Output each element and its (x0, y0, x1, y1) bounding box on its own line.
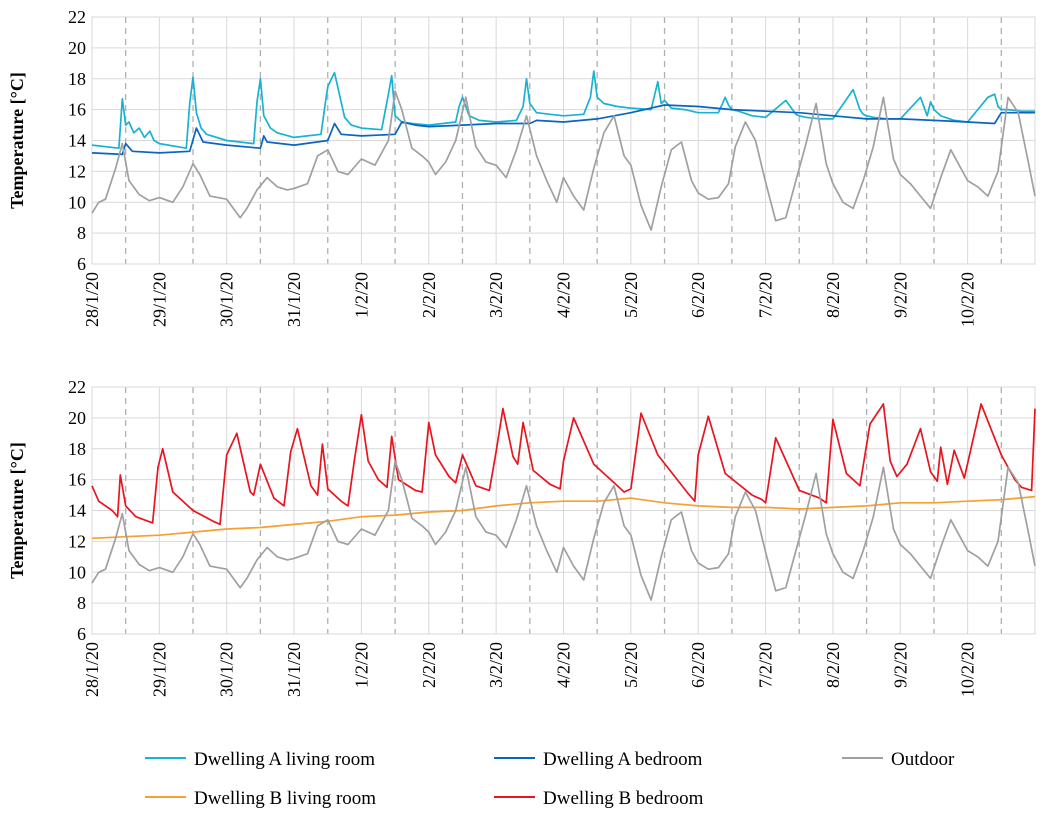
top-xtick-label: 31/1/20 (284, 272, 304, 327)
top-ytick-label: 22 (68, 7, 86, 27)
chart-bottom-panel: 6 8 10 12 14 16 18 20 22 28/1/20 29/1/20 30/1/20 31/… (7, 377, 1036, 697)
bottom-series-dwelling-b-living-room (91, 495, 1036, 540)
legend-label-outdoor: Outdoor (891, 749, 955, 770)
top-xtick-label: 8/2/20 (823, 272, 843, 318)
top-ytick-label: 12 (68, 161, 86, 181)
bottom-ytick-label: 8 (77, 593, 86, 613)
bottom-ytick-label: 6 (77, 624, 86, 644)
chart-top-panel: 6 8 10 12 14 16 18 20 22 28/1/20 29/1/20 30/1/20 31/… (7, 7, 1036, 327)
top-xtick-label: 5/2/20 (621, 272, 641, 318)
top-plot-frame (91, 16, 1036, 265)
top-xtick-label: 2/2/20 (419, 272, 439, 318)
top-xtick-label: 1/2/20 (351, 272, 371, 318)
bottom-plot-frame (91, 386, 1036, 635)
top-ytick-label: 16 (68, 100, 86, 120)
bottom-ytick-label: 12 (68, 531, 86, 551)
top-ytick-label: 18 (68, 69, 86, 89)
top-xtick-label: 29/1/20 (149, 272, 169, 327)
top-ytick-label: 6 (77, 254, 86, 274)
top-xtick-label: 7/2/20 (756, 272, 776, 318)
bottom-xtick-label: 28/1/20 (82, 642, 102, 697)
bottom-xtick-label: 10/2/20 (958, 642, 978, 697)
bottom-xtick-label: 8/2/20 (823, 642, 843, 688)
top-xtick-label: 30/1/20 (217, 272, 237, 327)
bottom-series-outdoor (91, 460, 1036, 601)
top-ytick-label: 14 (68, 131, 86, 151)
bottom-ytick-label: 20 (68, 408, 86, 428)
top-ytick-label: 20 (68, 38, 86, 58)
bottom-xtick-label: 29/1/20 (149, 642, 169, 697)
bottom-xtick-label: 31/1/20 (284, 642, 304, 697)
bottom-xtick-label: 7/2/20 (756, 642, 776, 688)
top-ytick-label: 10 (68, 192, 86, 212)
legend-item-dwelling-a-bedroom: Dwelling A bedroom (494, 749, 703, 770)
legend-item-dwelling-b-living-room: Dwelling B living room (145, 788, 376, 809)
top-series-dwelling-a-living-room (91, 70, 1035, 150)
top-xtick-label: 3/2/20 (486, 272, 506, 318)
top-xtick-label: 10/2/20 (958, 272, 978, 327)
bottom-xtick-label: 1/2/20 (351, 642, 371, 688)
legend-item-dwelling-b-bedroom: Dwelling B bedroom (494, 788, 704, 809)
bottom-ytick-label: 10 (68, 562, 86, 582)
bottom-xtick-label: 30/1/20 (217, 642, 237, 697)
bottom-series-dwelling-b-bedroom (91, 403, 1036, 526)
top-ylabel: Temperature [°C] (7, 72, 27, 209)
bottom-xtick-label: 6/2/20 (688, 642, 708, 688)
bottom-xtick-label: 5/2/20 (621, 642, 641, 688)
bottom-xtick-label: 4/2/20 (554, 642, 574, 688)
top-xtick-label: 9/2/20 (890, 272, 910, 318)
legend-label-dwelling-a-bedroom: Dwelling A bedroom (543, 749, 703, 770)
top-series-dwelling-a-bedroom (91, 104, 1035, 156)
top-xtick-label: 4/2/20 (554, 272, 574, 318)
bottom-ytick-label: 16 (68, 470, 86, 490)
legend-label-dwelling-a-living-room: Dwelling A living room (194, 749, 375, 770)
bottom-ylabel: Temperature [°C] (7, 442, 27, 579)
legend-label-dwelling-b-bedroom: Dwelling B bedroom (543, 788, 704, 809)
top-series-outdoor (91, 90, 1036, 231)
bottom-ytick-label: 18 (68, 439, 86, 459)
bottom-ytick-label: 22 (68, 377, 86, 397)
legend: Dwelling A living room Dwelling A bedroo… (145, 749, 955, 809)
legend-label-dwelling-b-living-room: Dwelling B living room (194, 788, 376, 809)
legend-item-outdoor: Outdoor (842, 749, 955, 770)
top-xtick-label: 6/2/20 (688, 272, 708, 318)
top-xtick-label: 28/1/20 (82, 272, 102, 327)
top-ytick-label: 8 (77, 223, 86, 243)
bottom-xtick-label: 9/2/20 (890, 642, 910, 688)
bottom-xtick-label: 2/2/20 (419, 642, 439, 688)
bottom-ytick-label: 14 (68, 501, 86, 521)
bottom-xtick-label: 3/2/20 (486, 642, 506, 688)
legend-item-dwelling-a-living-room: Dwelling A living room (145, 749, 375, 770)
